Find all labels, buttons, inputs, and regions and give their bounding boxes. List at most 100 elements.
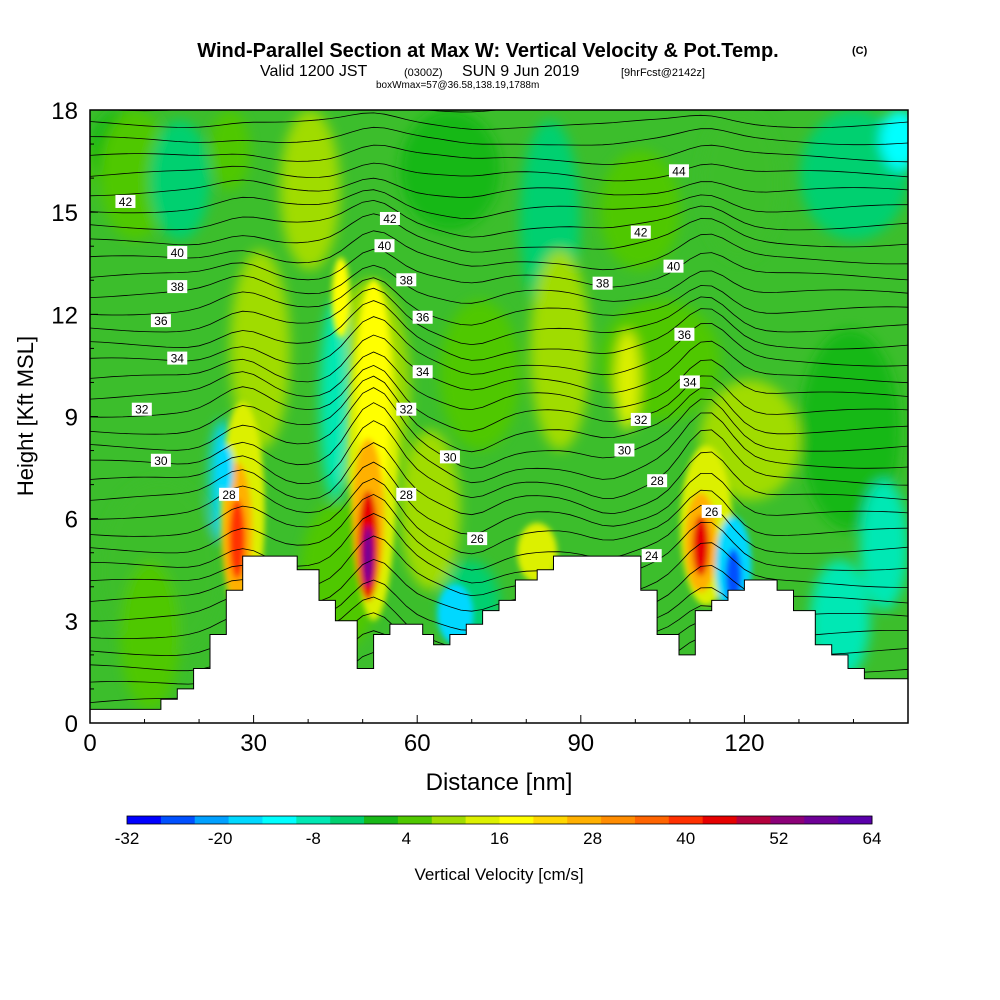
theta-label-text: 36	[154, 314, 168, 328]
theta-label-text: 30	[618, 444, 632, 458]
x-tick-label: 120	[724, 730, 764, 757]
theta-label-text: 42	[119, 195, 133, 209]
y-tick-label: 0	[65, 711, 78, 738]
theta-label-box	[467, 532, 488, 546]
theta-label-box	[674, 327, 695, 341]
field-patch	[700, 110, 780, 260]
isentrope-line	[90, 177, 908, 198]
theta-label: 42	[379, 211, 400, 226]
theta-label-box	[630, 412, 651, 426]
theta-label: 34	[167, 351, 188, 366]
theta-label-text: 38	[596, 277, 610, 291]
theta-label: 34	[412, 365, 433, 379]
x-tick-label: 0	[83, 730, 96, 757]
colorbar-swatch	[160, 816, 196, 824]
y-tick-label: 12	[51, 302, 78, 329]
field-patch	[150, 120, 210, 240]
isentrope-line	[90, 300, 908, 361]
y-axis-label: Height [Kft MSL]	[13, 336, 38, 496]
theta-label: 28	[396, 487, 417, 502]
colorbar-tick-label: -32	[115, 829, 140, 848]
theta-label: 38	[592, 276, 613, 291]
theta-label-text: 40	[171, 246, 185, 260]
theta-label: 36	[674, 327, 695, 342]
colorbar-swatch	[364, 816, 399, 824]
chart-title: Wind-Parallel Section at Max W: Vertical…	[197, 40, 778, 62]
colorbar-swatch	[702, 816, 738, 824]
x-tick-label: 90	[567, 730, 594, 757]
theta-label-box	[150, 453, 171, 467]
colorbar-swatch	[567, 816, 602, 824]
colorbar-frame	[126, 815, 873, 825]
colorbar-swatch	[127, 816, 162, 824]
theta-label: 36	[150, 314, 171, 328]
plot-area	[90, 110, 908, 723]
colorbar-swatch	[397, 816, 433, 824]
colorbar-tick-label: 28	[583, 829, 602, 848]
isentrope-line	[90, 144, 908, 165]
theta-label-text: 36	[678, 328, 692, 342]
y-axis: 0 3 6 9 12 15 18	[51, 98, 98, 738]
isentrope-line	[90, 513, 908, 584]
colorbar-tick-label: -8	[306, 829, 321, 848]
isentrope-line	[90, 277, 908, 326]
field-patch	[600, 150, 680, 270]
colorbar-swatch	[296, 816, 331, 824]
isentrope-line	[90, 442, 908, 516]
theta-label-box	[412, 365, 433, 379]
isentrope-line	[90, 112, 908, 130]
colorbar-tick-label: -20	[208, 829, 233, 848]
theta-label: 26	[701, 505, 722, 519]
colorbar-swatch	[228, 816, 263, 824]
theta-label-box	[630, 225, 651, 239]
subtitle-date: SUN 9 Jun 2019	[462, 63, 580, 80]
theta-label-box	[663, 259, 684, 273]
theta-label-box	[439, 450, 460, 464]
theta-label: 26	[467, 532, 488, 546]
theta-label-box	[396, 273, 417, 287]
theta-label: 40	[663, 259, 684, 274]
theta-label: 44	[668, 164, 689, 178]
colorbar-swatch	[770, 816, 805, 824]
y-tick-label: 15	[51, 200, 78, 227]
isentrope-line	[90, 387, 908, 470]
theta-label: 28	[647, 474, 668, 488]
isentrope-line	[90, 287, 908, 346]
colorbar-swatch	[804, 816, 839, 824]
theta-label-text: 40	[667, 260, 681, 274]
theta-label: 32	[630, 412, 651, 427]
field-patch	[400, 110, 500, 230]
field-patch	[530, 250, 590, 450]
colorbar-label: Vertical Velocity [cm/s]	[414, 865, 583, 884]
theta-label-box	[641, 549, 662, 563]
colorbar-swatch	[601, 816, 636, 824]
field-patch	[120, 560, 180, 710]
isentrope-line	[90, 402, 908, 484]
theta-label-text: 36	[416, 311, 430, 325]
isentrope-line	[90, 213, 908, 253]
colorbar-tick-label: 64	[863, 829, 882, 848]
theta-label-text: 34	[171, 352, 185, 366]
field-patch	[210, 110, 250, 190]
theta-label-box	[167, 246, 188, 260]
theta-label: 40	[167, 246, 188, 260]
core-patch	[437, 584, 474, 645]
x-tick-label: 60	[404, 730, 431, 757]
core-patch	[229, 499, 246, 580]
theta-label-box	[219, 487, 240, 501]
isentrope-line	[90, 264, 908, 304]
theta-label-text: 32	[634, 413, 648, 427]
isentrope-line	[90, 316, 908, 376]
theta-label-text: 24	[645, 549, 659, 563]
colorbar-swatch	[262, 816, 297, 824]
colorbar-swatch	[499, 816, 534, 824]
field-patch	[880, 110, 908, 170]
subtitle-utc: (0300Z)	[404, 67, 443, 79]
theta-label: 30	[439, 450, 460, 464]
isentrope-line	[90, 334, 908, 394]
theta-label: 42	[630, 225, 651, 240]
colorbar-tick-label: 40	[676, 829, 695, 848]
theta-label-text: 32	[135, 403, 149, 417]
subtitle-fcst: [9hrFcst@2142z]	[621, 67, 705, 79]
